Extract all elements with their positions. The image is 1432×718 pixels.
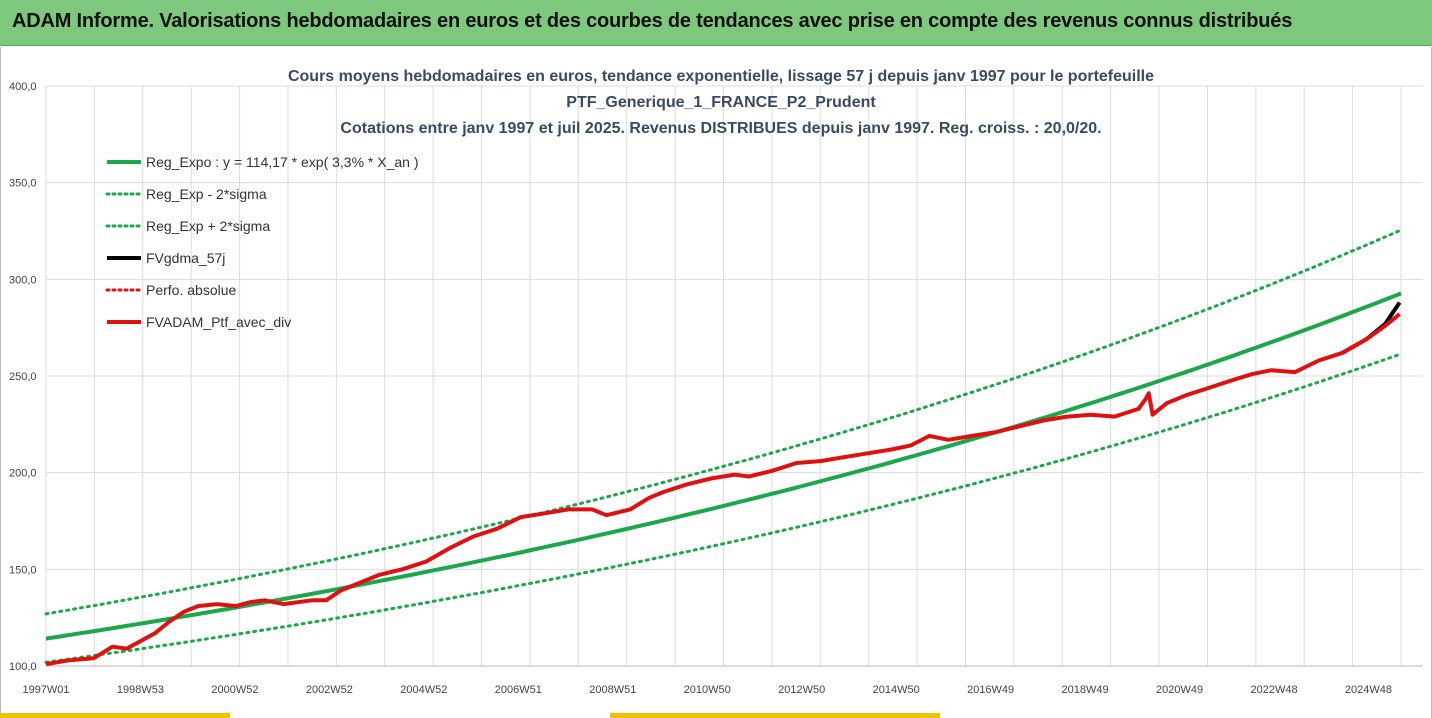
x-tick-label: 2008W51 [589, 684, 636, 696]
x-tick-label: 2000W52 [211, 684, 258, 696]
reg-exp-plus-2sigma-line [44, 228, 1403, 616]
x-tick-label: 1997W01 [22, 684, 69, 696]
legend-label: FVADAM_Ptf_avec_div [146, 314, 291, 330]
chart-title-line-1: Cours moyens hebdomadaires en euros, ten… [288, 68, 1154, 85]
y-tick-label: 100,0 [9, 661, 37, 673]
series-line-perfo-absolue [45, 313, 1401, 666]
bottom-strip-mid [610, 713, 940, 718]
x-tick-label: 2010W50 [684, 684, 731, 696]
chart-title-line-2: PTF_Generique_1_FRANCE_P2_Prudent [566, 94, 876, 111]
chart-frame: 100,0 150,0 200,0 250,0 300,0 350,0 400,0 1997W… [0, 47, 1432, 718]
report-header: ADAM Informe. Valorisations hebdomadaire… [0, 0, 1432, 46]
chart-title: Cours moyens hebdomadaires en euros, ten… [288, 68, 1154, 137]
reg-exp-minus-2sigma-line [44, 352, 1403, 664]
y-tick-label: 200,0 [9, 468, 37, 480]
legend: Reg_Expo : y = 114,17 * exp( 3,3% * X_an… [105, 154, 419, 330]
grid [45, 85, 1423, 667]
y-tick-label: 250,0 [9, 371, 37, 383]
x-tick-label: 2004W52 [400, 684, 447, 696]
line-chart: 100,0 150,0 200,0 250,0 300,0 350,0 400,0 1997W… [9, 68, 1423, 696]
x-tick-label: 2014W50 [873, 684, 920, 696]
bottom-strip-left [0, 713, 230, 718]
x-tick-label: 2002W52 [306, 684, 353, 696]
legend-label: Reg_Expo : y = 114,17 * exp( 3,3% * X_an… [146, 154, 419, 170]
x-tick-label: 2016W49 [967, 684, 1014, 696]
y-tick-label: 300,0 [9, 274, 37, 286]
legend-label: Reg_Exp + 2*sigma [146, 218, 270, 234]
axis-ticks: 100,0 150,0 200,0 250,0 300,0 350,0 400,0 1997W… [9, 81, 1392, 696]
chart-title-line-3: Cotations entre janv 1997 et juil 2025. … [340, 120, 1101, 137]
y-tick-label: 350,0 [9, 178, 37, 190]
x-tick-label: 2012W50 [778, 684, 825, 696]
legend-label: Perfo. absolue [146, 282, 236, 298]
y-tick-label: 400,0 [9, 81, 37, 93]
series-lines [45, 301, 1402, 667]
x-tick-label: 2006W51 [495, 684, 542, 696]
x-tick-label: 2024W48 [1345, 684, 1392, 696]
x-tick-label: 1998W53 [117, 684, 164, 696]
x-tick-label: 2018W49 [1062, 684, 1109, 696]
legend-label: FVgdma_57j [146, 250, 225, 266]
report-title: ADAM Informe. Valorisations hebdomadaire… [12, 10, 1293, 32]
series-line-FVgdma_57j [1341, 301, 1402, 355]
legend-label: Reg_Exp - 2*sigma [146, 186, 267, 202]
x-tick-label: 2022W48 [1250, 684, 1297, 696]
x-tick-label: 2020W49 [1156, 684, 1203, 696]
y-tick-label: 150,0 [9, 564, 37, 576]
